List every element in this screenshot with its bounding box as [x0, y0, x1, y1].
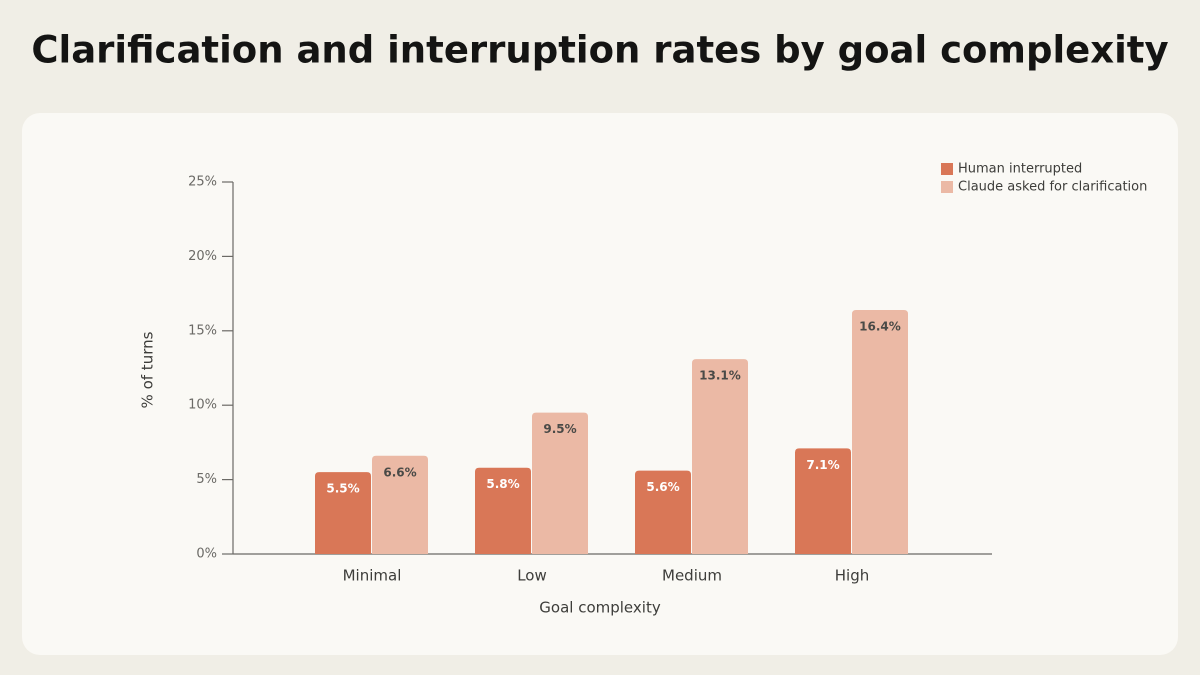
legend-label: Human interrupted: [958, 162, 1082, 177]
legend-swatch: [941, 163, 953, 175]
value-label: 7.1%: [806, 458, 839, 472]
value-label: 5.5%: [326, 482, 359, 496]
value-label: 5.6%: [646, 480, 679, 494]
y-tick-label: 0%: [196, 547, 217, 562]
y-axis-label: % of turns: [139, 331, 157, 408]
legend-label: Claude asked for clarification: [958, 180, 1147, 195]
x-tick-label: Low: [517, 567, 547, 585]
y-tick-label: 20%: [188, 249, 217, 264]
bar: [635, 470, 691, 554]
legend-swatch: [941, 181, 953, 193]
value-label: 16.4%: [859, 319, 901, 333]
bar: [852, 309, 908, 554]
bar: [692, 359, 748, 554]
x-tick-label: Medium: [662, 567, 722, 585]
chart-title: Clarification and interruption rates by …: [31, 29, 1168, 72]
bar: [532, 412, 588, 554]
y-tick-label: 15%: [188, 323, 217, 338]
y-tick-label: 25%: [188, 175, 217, 190]
x-tick-label: High: [835, 567, 869, 585]
y-tick-label: 5%: [196, 472, 217, 487]
value-label: 5.8%: [486, 477, 519, 491]
x-axis-label: Goal complexity: [539, 599, 661, 617]
value-label: 13.1%: [699, 369, 741, 383]
bar: [795, 448, 851, 554]
bar: [475, 467, 531, 554]
value-label: 6.6%: [383, 465, 416, 479]
y-tick-label: 10%: [188, 398, 217, 413]
bar: [372, 455, 428, 554]
value-label: 9.5%: [543, 422, 576, 436]
bar: [315, 472, 371, 554]
x-tick-label: Minimal: [343, 567, 402, 585]
